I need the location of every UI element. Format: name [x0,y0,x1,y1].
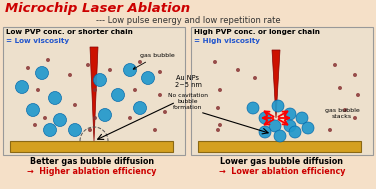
Circle shape [163,110,167,114]
Circle shape [269,120,281,132]
Circle shape [333,63,337,67]
Polygon shape [272,50,280,118]
Circle shape [289,126,301,138]
Circle shape [338,86,342,90]
Bar [198,141,361,152]
Circle shape [36,88,40,92]
Text: Au NPs
2~5 nm: Au NPs 2~5 nm [174,75,202,88]
Text: --- Low pulse energy and low repetition rate: --- Low pulse energy and low repetition … [96,16,280,25]
Circle shape [296,112,308,124]
Circle shape [259,126,271,138]
Circle shape [158,93,162,97]
Circle shape [49,91,62,105]
Circle shape [26,66,30,70]
Text: →  Lower ablation efficiency: → Lower ablation efficiency [219,167,345,176]
Circle shape [158,70,162,74]
Circle shape [133,101,147,115]
Circle shape [353,73,357,77]
Text: High PVP conc. or longer chain: High PVP conc. or longer chain [194,29,320,35]
Circle shape [123,64,136,77]
Circle shape [94,74,106,87]
Bar [10,141,173,152]
Circle shape [68,73,72,77]
Circle shape [88,128,92,132]
Text: = High viscosity: = High viscosity [194,38,260,44]
Circle shape [133,88,137,92]
Circle shape [93,88,97,92]
Circle shape [138,60,142,64]
Circle shape [15,81,29,94]
Circle shape [112,88,124,101]
Circle shape [141,71,155,84]
Circle shape [302,122,314,134]
Text: = Low viscosity: = Low viscosity [6,38,69,44]
Circle shape [253,76,257,80]
Circle shape [153,128,157,132]
Text: Better gas bubble diffusion: Better gas bubble diffusion [30,157,154,166]
Text: gas bubble
stacks: gas bubble stacks [324,108,359,119]
Circle shape [108,68,112,72]
Bar [191,27,373,155]
Circle shape [218,123,222,127]
Bar [3,27,185,155]
Circle shape [236,68,240,72]
Circle shape [328,128,332,132]
Circle shape [33,123,37,127]
Circle shape [53,114,67,126]
Circle shape [343,108,347,112]
Circle shape [216,106,220,110]
Circle shape [86,63,90,67]
Circle shape [284,120,296,132]
Circle shape [284,108,296,120]
Circle shape [73,103,77,107]
Text: Microchip Laser Ablation: Microchip Laser Ablation [5,2,190,15]
Circle shape [274,130,286,142]
Circle shape [44,123,56,136]
Text: Lower gas bubble diffusion: Lower gas bubble diffusion [220,157,344,166]
Circle shape [356,93,360,97]
Circle shape [128,116,132,120]
Circle shape [99,108,112,122]
Circle shape [247,102,259,114]
Text: No cavitation
bubble
formation: No cavitation bubble formation [168,93,208,110]
Circle shape [272,100,284,112]
Circle shape [213,60,217,64]
Circle shape [259,112,271,124]
Circle shape [26,104,39,116]
Text: Low PVP conc. or shorter chain: Low PVP conc. or shorter chain [6,29,133,35]
Circle shape [46,58,50,62]
Circle shape [93,116,97,120]
Circle shape [218,88,222,92]
Text: gas bubble: gas bubble [133,53,175,69]
Circle shape [353,116,357,120]
Circle shape [68,123,82,136]
Circle shape [216,128,220,132]
Text: →  Higher ablation efficiency: → Higher ablation efficiency [27,167,157,176]
Circle shape [35,67,49,80]
Circle shape [43,116,47,120]
Polygon shape [90,47,98,141]
